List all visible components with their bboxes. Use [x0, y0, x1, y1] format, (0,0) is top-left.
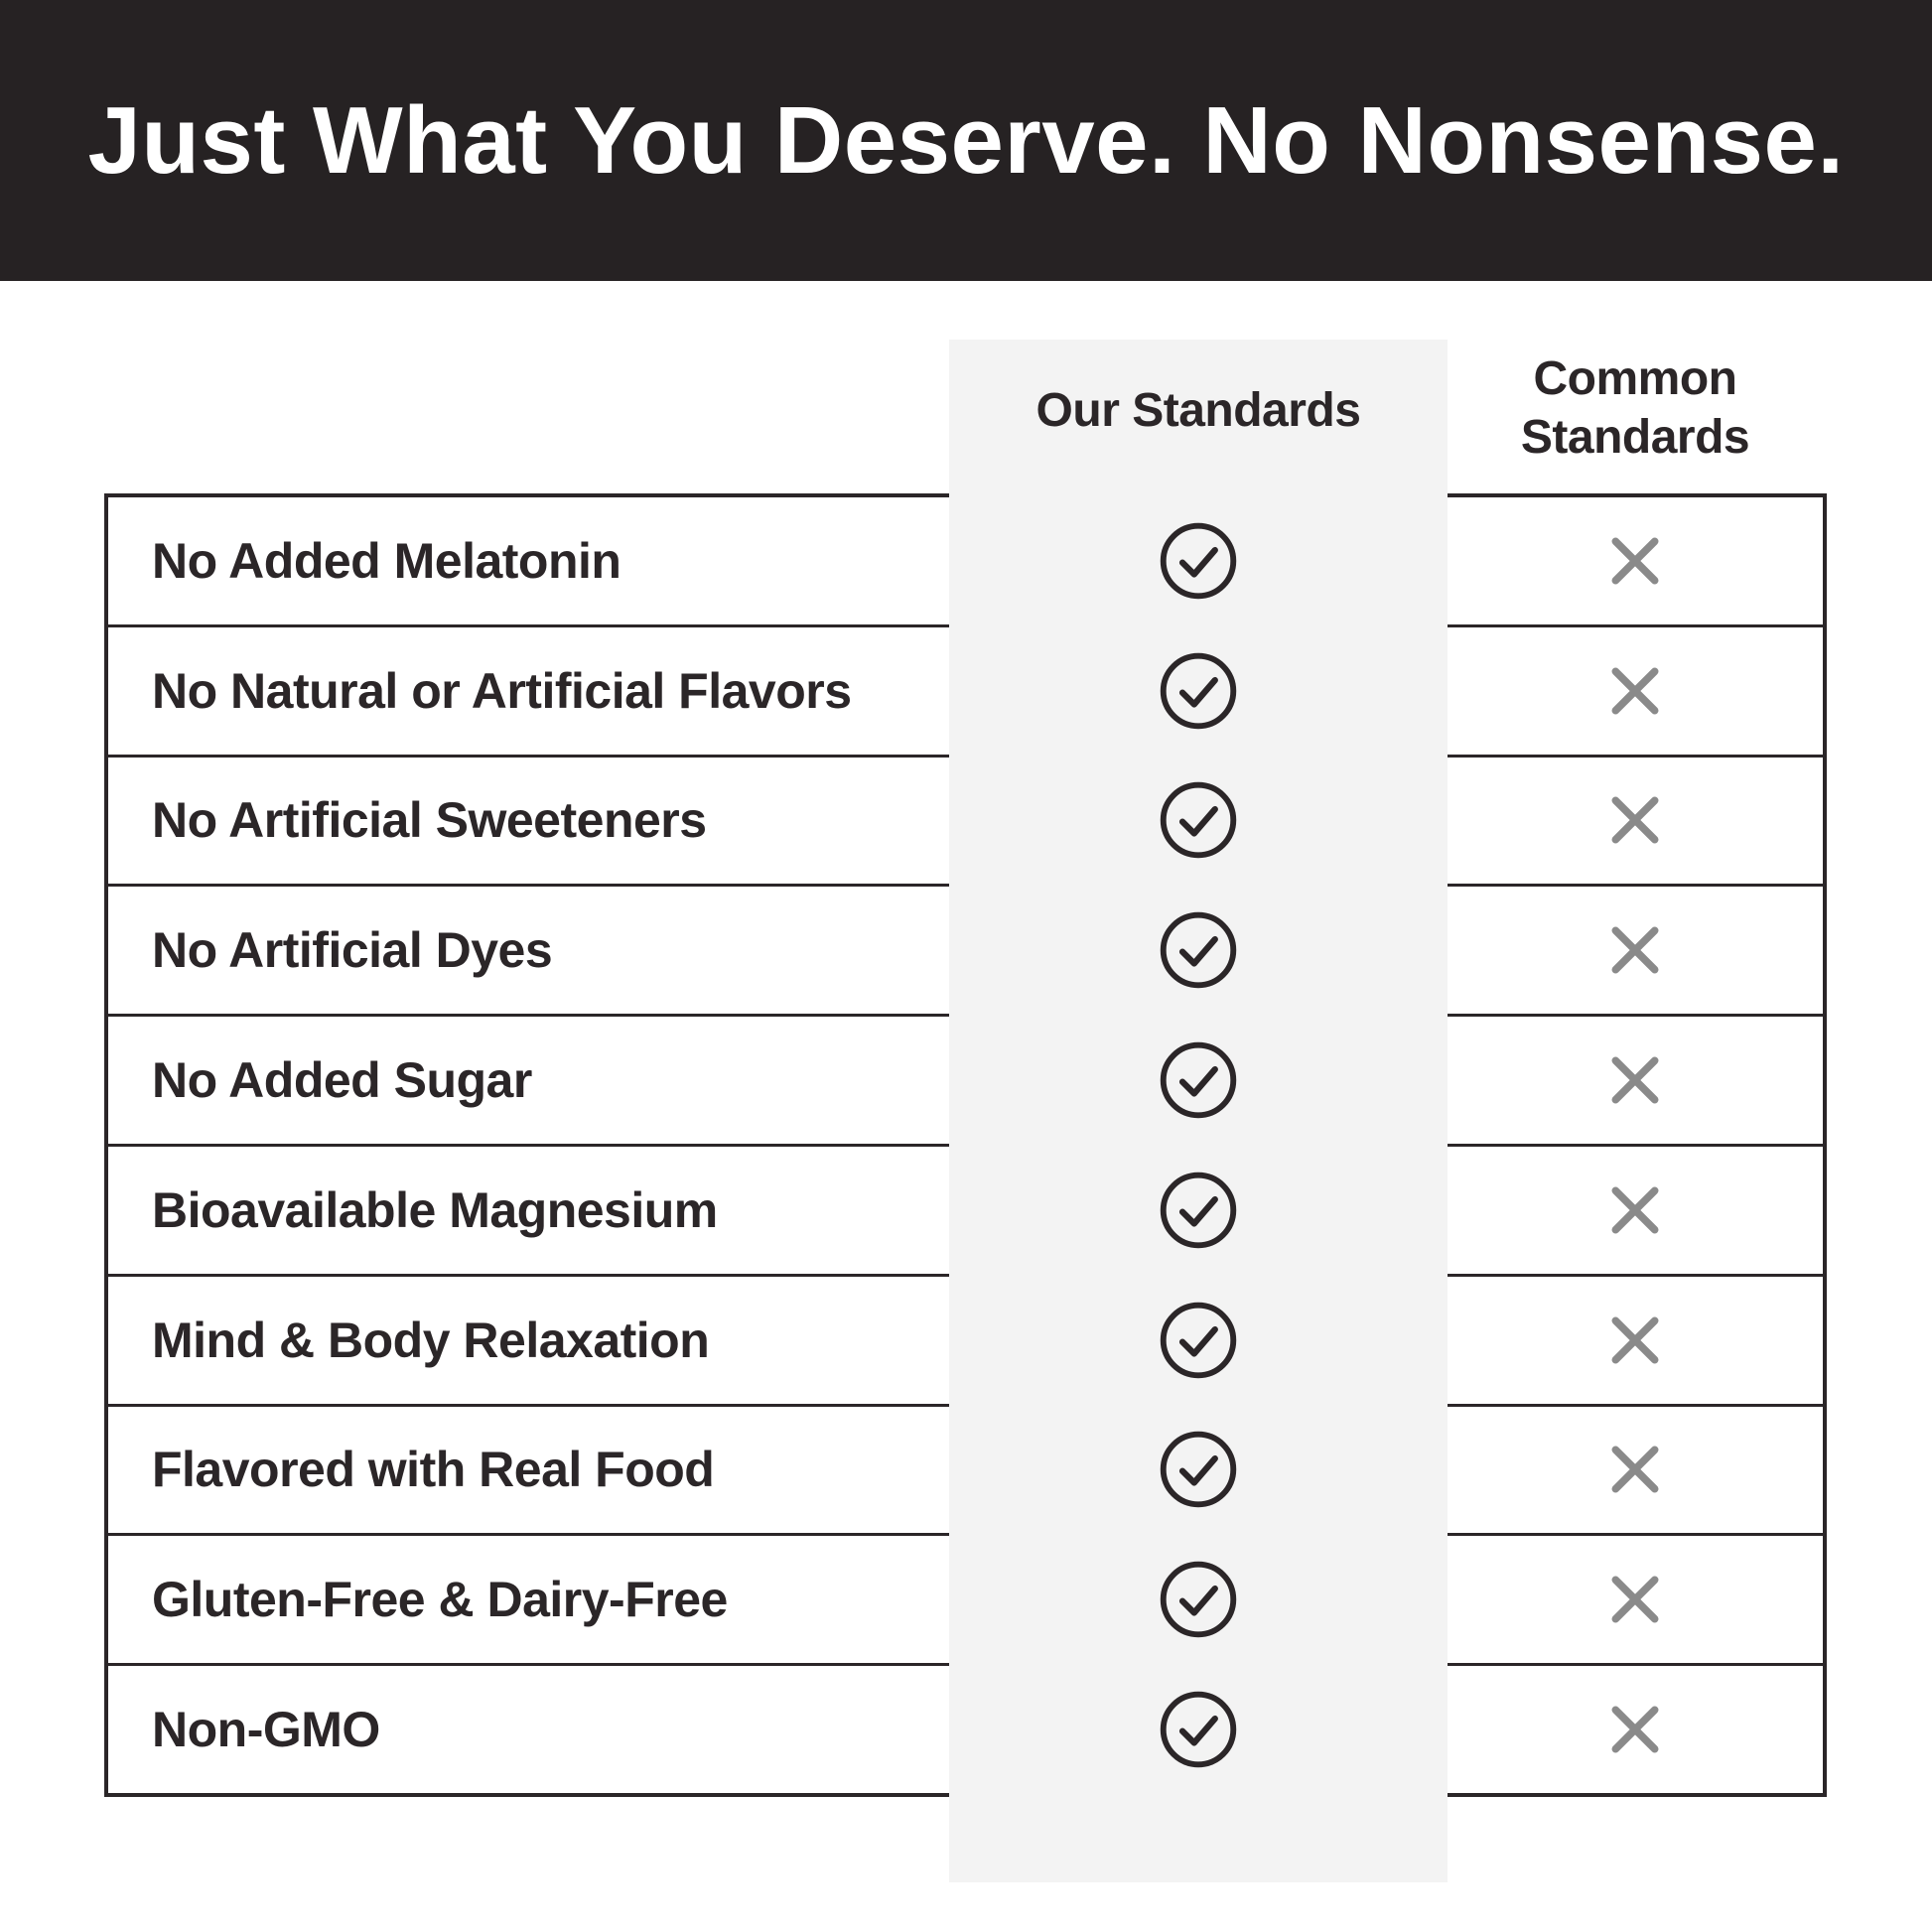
check-circle-icon: [1157, 1038, 1240, 1122]
x-icon: [1606, 662, 1664, 720]
row-label-cell: Bioavailable Magnesium: [108, 1147, 949, 1274]
row-label: No Natural or Artificial Flavors: [152, 662, 852, 719]
row-label: No Added Melatonin: [152, 532, 621, 589]
common-standards-cell: [1448, 1277, 1823, 1404]
x-icon: [1606, 1571, 1664, 1628]
check-circle-icon: [1157, 649, 1240, 733]
x-icon: [1606, 1311, 1664, 1369]
column-header-our-standards: Our Standards: [1035, 384, 1361, 437]
table-row: Non-GMO: [108, 1666, 1823, 1793]
row-label: Mind & Body Relaxation: [152, 1311, 710, 1368]
check-circle-icon: [1157, 1428, 1240, 1511]
row-label-cell: No Artificial Dyes: [108, 887, 949, 1014]
x-icon: [1606, 532, 1664, 590]
row-label-cell: No Added Sugar: [108, 1017, 949, 1144]
row-label: Bioavailable Magnesium: [152, 1181, 718, 1238]
common-standards-cell: [1448, 1407, 1823, 1534]
our-standards-cell: [949, 758, 1448, 885]
common-standards-cell: [1448, 1017, 1823, 1144]
our-standards-cell: [949, 1666, 1448, 1793]
row-label-cell: No Artificial Sweeteners: [108, 758, 949, 885]
our-standards-cell: [949, 497, 1448, 624]
row-label-cell: Mind & Body Relaxation: [108, 1277, 949, 1404]
row-label: Gluten-Free & Dairy-Free: [152, 1572, 728, 1628]
our-standards-cell: [949, 1147, 1448, 1274]
x-icon: [1606, 1701, 1664, 1758]
x-icon: [1606, 791, 1664, 849]
row-label: Non-GMO: [152, 1702, 380, 1758]
row-label: Flavored with Real Food: [152, 1442, 715, 1498]
page-title: Just What You Deserve. No Nonsense.: [87, 86, 1845, 194]
table-row: No Added Sugar: [108, 1017, 1823, 1147]
common-standards-cell: [1448, 1666, 1823, 1793]
common-standards-cell: [1448, 758, 1823, 885]
our-standards-cell: [949, 1407, 1448, 1534]
x-icon: [1606, 1441, 1664, 1498]
common-standards-cell: [1448, 1147, 1823, 1274]
row-label: No Added Sugar: [152, 1052, 532, 1109]
table-row: Bioavailable Magnesium: [108, 1147, 1823, 1277]
our-standards-cell: [949, 1277, 1448, 1404]
common-standards-cell: [1448, 1536, 1823, 1663]
our-standards-cell: [949, 1536, 1448, 1663]
table-row: No Natural or Artificial Flavors: [108, 627, 1823, 758]
x-icon: [1606, 921, 1664, 979]
table-row: No Artificial Dyes: [108, 887, 1823, 1018]
row-label-cell: Non-GMO: [108, 1666, 949, 1793]
table-row: Mind & Body Relaxation: [108, 1277, 1823, 1407]
table-row: No Artificial Sweeteners: [108, 758, 1823, 888]
check-circle-icon: [1157, 519, 1240, 603]
common-standards-cell: [1448, 887, 1823, 1014]
x-icon: [1606, 1051, 1664, 1109]
row-label-cell: No Added Melatonin: [108, 497, 949, 624]
row-label-cell: Gluten-Free & Dairy-Free: [108, 1536, 949, 1663]
check-circle-icon: [1157, 908, 1240, 992]
header-banner: Just What You Deserve. No Nonsense.: [0, 0, 1932, 281]
common-standards-cell: [1448, 627, 1823, 755]
table-row: Gluten-Free & Dairy-Free: [108, 1536, 1823, 1667]
check-circle-icon: [1157, 1688, 1240, 1771]
column-header-common-standards: Common Standards: [1520, 352, 1750, 464]
check-circle-icon: [1157, 1558, 1240, 1641]
check-circle-icon: [1157, 1299, 1240, 1382]
our-standards-cell: [949, 887, 1448, 1014]
check-circle-icon: [1157, 778, 1240, 862]
x-icon: [1606, 1181, 1664, 1239]
row-label: No Artificial Sweeteners: [152, 792, 707, 849]
row-label-cell: No Natural or Artificial Flavors: [108, 627, 949, 755]
row-label-cell: Flavored with Real Food: [108, 1407, 949, 1534]
our-standards-cell: [949, 1017, 1448, 1144]
our-standards-cell: [949, 627, 1448, 755]
table-row: Flavored with Real Food: [108, 1407, 1823, 1537]
common-standards-cell: [1448, 497, 1823, 624]
row-label: No Artificial Dyes: [152, 922, 553, 979]
check-circle-icon: [1157, 1169, 1240, 1252]
table-row: No Added Melatonin: [108, 497, 1823, 627]
